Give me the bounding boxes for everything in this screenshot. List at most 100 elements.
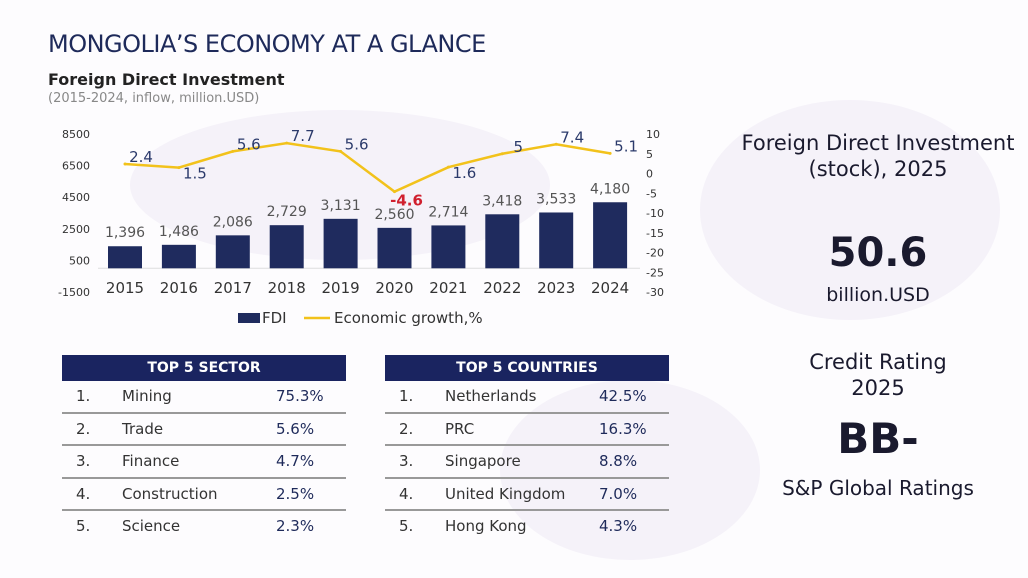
x-axis-tick: 2018 [268,279,306,297]
table-row: 5. Science 2.3% [62,511,346,542]
left-axis-tick: 500 [69,254,90,267]
credit-rating-value: BB- [837,414,919,463]
fdi-bar-label: 2,086 [213,214,253,230]
table-row: 5. Hong Kong 4.3% [385,511,669,542]
fdi-bar [431,225,466,269]
table-row: 3. Singapore 8.8% [385,446,669,479]
row-percentage: 4.3% [599,517,638,536]
row-name: Finance [122,452,180,471]
legend-growth-label: Economic growth,% [334,309,483,327]
row-name: Science [122,517,181,536]
background-map [500,380,760,560]
left-axis-tick: 6500 [62,160,90,173]
row-percentage: 7.0% [599,484,638,503]
fdi-bar-label: 1,396 [105,225,145,241]
growth-point [123,162,127,166]
x-axis-tick: 2024 [591,279,629,297]
row-name: Singapore [445,452,521,471]
table-row: 2. PRC 16.3% [385,414,669,446]
fdi-bar-label: 4,180 [590,181,630,197]
right-axis-tick: 0 [646,168,653,181]
table-row: 1. Mining 75.3% [62,381,346,414]
growth-point [393,190,396,194]
fdi-bar-label: 2,560 [374,207,414,223]
growth-label: 5.1 [614,137,638,155]
row-name: Hong Kong [445,517,527,536]
x-axis-tick: 2022 [483,279,521,297]
growth-point [500,152,504,156]
fdi-bar [161,244,196,269]
growth-label: 5.6 [237,135,261,153]
fdi-bar-label: 3,533 [536,191,576,207]
right-axis-tick: 10 [646,128,660,141]
table-header: TOP 5 COUNTRIES [385,355,669,381]
legend-fdi-swatch [238,313,260,323]
row-percentage: 2.5% [276,484,315,503]
fdi-bar-label: 3,131 [321,198,361,214]
row-name: Construction [122,484,218,503]
page-title: MONGOLIA’S ECONOMY AT A GLANCE [48,30,486,58]
background-map [700,100,1000,320]
table-row: 2. Trade 5.6% [62,414,346,446]
row-name: Mining [122,387,172,406]
right-axis-tick: -25 [646,266,664,279]
row-name: United Kingdom [445,484,566,503]
chart-subtitle-note: (2015-2024, inflow, million.USD) [48,91,260,106]
fdi-bar [593,202,628,269]
fdi-bar-label: 1,486 [159,224,199,240]
table-header: TOP 5 SECTOR [62,355,346,381]
fdi-bar [323,218,358,269]
row-percentage: 16.3% [599,419,647,438]
rating-agency: S&P Global Ratings [782,476,974,500]
fdi-bar-label: 2,714 [428,204,468,220]
fdi-bar [377,227,412,269]
growth-point [231,149,235,153]
rank-label: 4. [399,484,414,503]
right-axis-tick: -10 [646,207,664,220]
growth-point [285,141,289,145]
top-sectors-table: TOP 5 SECTOR 1. Mining 75.3% 2. Trade 5.6% 3. F… [62,355,346,542]
rank-label: 2. [76,419,91,438]
growth-point [339,149,343,153]
growth-label: 1.6 [452,164,476,182]
fdi-bar [539,212,574,269]
rank-label: 1. [399,387,414,406]
table-row: 1. Netherlands 42.5% [385,381,669,414]
table-row: 4. United Kingdom 7.0% [385,479,669,511]
credit-rating-label: Credit Rating [809,350,947,374]
growth-label: 7.4 [560,128,584,146]
table-row: 4. Construction 2.5% [62,479,346,511]
rank-label: 3. [399,452,414,471]
growth-point [608,151,612,155]
rank-label: 4. [76,484,91,503]
fdi-bar-label: 3,418 [482,193,522,209]
fdi-bar-label: 2,729 [267,204,307,220]
rank-label: 5. [76,517,91,536]
growth-line [124,141,611,194]
row-name: Netherlands [445,387,537,406]
fdi-bar [215,235,250,269]
rank-label: 2. [399,419,414,438]
growth-label: 5.6 [345,135,369,153]
left-axis-tick: 2500 [62,223,90,236]
row-name: Trade [122,419,164,438]
rank-label: 1. [76,387,91,406]
row-percentage: 8.8% [599,452,638,471]
chart-subtitle: Foreign Direct Investment [48,70,285,89]
fdi-stock-value: 50.6 [828,230,928,276]
fdi-stock-label: Foreign Direct Investment (stock), 2025 [741,131,1015,181]
row-percentage: 2.3% [276,517,315,536]
x-axis-tick: 2021 [429,279,467,297]
growth-label: 2.4 [129,148,153,166]
right-axis-tick: -20 [646,247,664,260]
x-axis-tick: 2020 [375,279,413,297]
fdi-chart: 8500 6500 4500 2500 500 -1500 10 5 0 -5 -10 -15 -20 -… [58,127,664,327]
left-axis-tick: 4500 [62,191,90,204]
x-axis-tick: 2016 [160,279,198,297]
fdi-bar [108,246,142,269]
x-axis-tick: 2019 [322,279,360,297]
credit-rating-year: 2025 [851,376,905,400]
row-percentage: 5.6% [276,419,315,438]
top-countries-table: TOP 5 COUNTRIES 1. Netherlands 42.5% 2. PRC 1… [385,355,669,542]
row-percentage: 4.7% [276,452,315,471]
